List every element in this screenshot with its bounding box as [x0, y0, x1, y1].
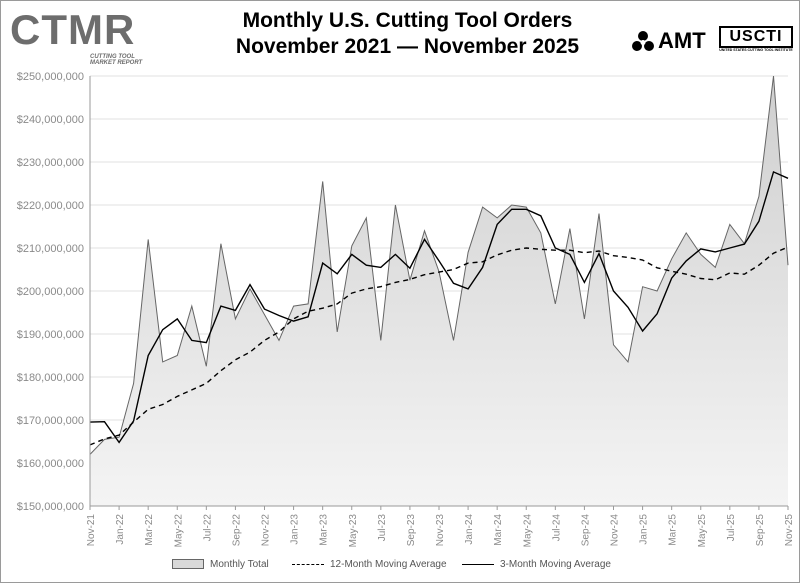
y-tick-label: $230,000,000 [17, 157, 84, 169]
x-tick-label: Sep-25 [755, 514, 766, 547]
series-3-month-ma-line [89, 170, 789, 444]
y-tick-label: $180,000,000 [17, 372, 84, 384]
x-tick-label: Mar-24 [493, 514, 504, 546]
x-tick-label: May-25 [697, 514, 708, 548]
amt-logo: AMT [632, 28, 706, 54]
ctmr-logo-subtitle: CUTTING TOOL MARKET REPORT [90, 54, 143, 66]
y-tick-label: $240,000,000 [17, 114, 84, 126]
x-tick-label: Nov-25 [784, 514, 795, 547]
chart-title-line1: Monthly U.S. Cutting Tool Orders [242, 9, 573, 32]
legend-item-monthly-total: Monthly Total [172, 557, 269, 571]
x-tick-label: Jul-22 [202, 514, 213, 542]
y-tick-label: $150,000,000 [17, 501, 84, 513]
ctmr-logo: CTMR CUTTING TOOL MARKET REPORT [10, 8, 150, 68]
x-tick-label: May-23 [348, 514, 359, 548]
y-tick-label: $250,000,000 [17, 71, 84, 83]
chart-legend: Monthly Total 12-Month Moving Average 3-… [0, 557, 800, 573]
legend-label-3-month-ma: 3-Month Moving Average [500, 558, 611, 570]
legend-label-12-month-ma: 12-Month Moving Average [330, 558, 447, 570]
y-tick-label: $190,000,000 [17, 329, 84, 341]
x-tick-label: Sep-24 [580, 514, 591, 547]
x-tick-label: Mar-22 [144, 514, 155, 546]
chart-plot-area [89, 75, 789, 506]
legend-swatch-dashed [292, 563, 324, 565]
legend-swatch-area [172, 559, 204, 569]
x-tick-label: Jan-22 [115, 514, 126, 545]
chart-title: Monthly U.S. Cutting Tool Orders Novembe… [200, 8, 615, 60]
chart-x-axis: Nov-21 Jan-22 Mar-22 May-22 Jul-22 Sep-22 Nov-… [86, 505, 795, 548]
chart-title-line2: November 2021 — November 2025 [235, 35, 580, 58]
x-tick-label: Jan-24 [464, 514, 475, 545]
y-tick-label: $160,000,000 [17, 458, 84, 470]
legend-item-3-month-ma: 3-Month Moving Average [462, 557, 611, 571]
y-tick-label: $200,000,000 [17, 286, 84, 298]
uscti-logo: USCTI UNITED STATES CUTTING TOOL INSTITU… [719, 26, 793, 54]
x-tick-label: Sep-23 [406, 514, 417, 547]
uscti-logo-subtitle: UNITED STATES CUTTING TOOL INSTITUTE [719, 48, 793, 52]
series-12-month-ma-line [89, 246, 789, 446]
ctmr-logo-text: CTMR [10, 6, 136, 53]
x-tick-label: Sep-22 [231, 514, 242, 547]
y-tick-label: $220,000,000 [17, 200, 84, 212]
x-tick-label: Jul-24 [551, 514, 562, 542]
uscti-logo-text: USCTI [719, 26, 793, 48]
y-tick-label: $210,000,000 [17, 243, 84, 255]
amt-emblem-icon [632, 31, 654, 51]
x-tick-label: Jul-23 [377, 514, 388, 542]
legend-item-12-month-ma: 12-Month Moving Average [292, 557, 447, 571]
x-tick-label: Nov-24 [610, 514, 621, 547]
x-tick-label: Nov-21 [86, 514, 97, 547]
x-tick-label: May-22 [173, 514, 184, 548]
x-tick-label: Mar-25 [668, 514, 679, 546]
amt-logo-text: AMT [658, 28, 706, 53]
x-tick-label: Jan-23 [290, 514, 301, 545]
series-area-fill [90, 76, 788, 506]
x-tick-label: Mar-23 [319, 514, 330, 546]
legend-swatch-solid [462, 563, 494, 565]
x-tick-label: Nov-22 [261, 514, 272, 547]
x-tick-label: Jul-25 [726, 514, 737, 542]
x-tick-label: Nov-23 [435, 514, 446, 547]
x-tick-label: May-24 [522, 514, 533, 548]
y-tick-label: $170,000,000 [17, 415, 84, 427]
legend-label-monthly-total: Monthly Total [210, 558, 269, 570]
x-tick-label: Jan-25 [639, 514, 650, 545]
chart-y-axis: $150,000,000 $160,000,000 $170,000,000 $180… [17, 71, 91, 513]
